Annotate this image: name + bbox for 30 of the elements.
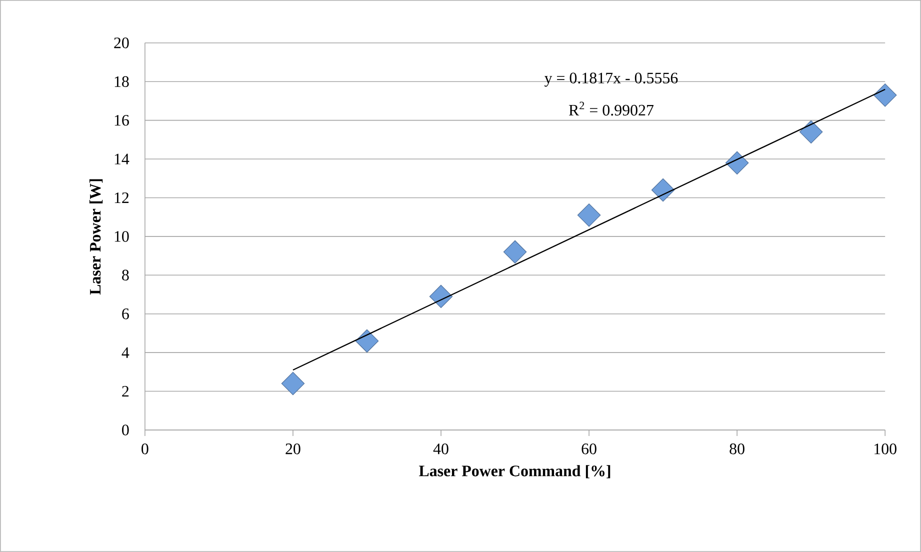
y-tick-label: 6 <box>122 308 129 320</box>
point <box>355 329 379 353</box>
y-tick-label: 10 <box>114 231 129 242</box>
point <box>429 284 453 308</box>
x-axis-title: Laser Power Command [%] <box>418 465 610 478</box>
point <box>503 240 527 264</box>
point <box>873 84 897 107</box>
y-tick-label: 14 <box>114 154 130 164</box>
point <box>799 120 823 144</box>
x-tick-label: 60 <box>582 444 596 454</box>
y-tick-label: 0 <box>122 424 129 436</box>
point <box>651 178 675 202</box>
point <box>577 204 601 227</box>
annotation: R$^{2}$ = 0.99027 <box>568 102 654 116</box>
x-tick-label: 40 <box>433 444 448 454</box>
y-tick-label: 16 <box>114 115 129 126</box>
y-tick-label: 20 <box>114 38 129 48</box>
y-tick-label: 4 <box>122 347 130 358</box>
x-tick-label: 20 <box>286 444 300 454</box>
point <box>281 372 305 396</box>
y-tick-label: 12 <box>114 192 129 204</box>
x-tick-label: 100 <box>874 444 896 454</box>
x-tick-label: 0 <box>142 444 148 454</box>
point <box>725 151 749 175</box>
y-tick-label: 2 <box>122 386 129 397</box>
y-axis-title: Laser Power [W] <box>89 179 103 295</box>
y-tick-label: 8 <box>122 270 129 281</box>
annotation: y = 0.1817x - 0.5556 <box>544 72 678 87</box>
y-tick-label: 18 <box>114 76 129 88</box>
x-tick-label: 80 <box>730 444 744 454</box>
